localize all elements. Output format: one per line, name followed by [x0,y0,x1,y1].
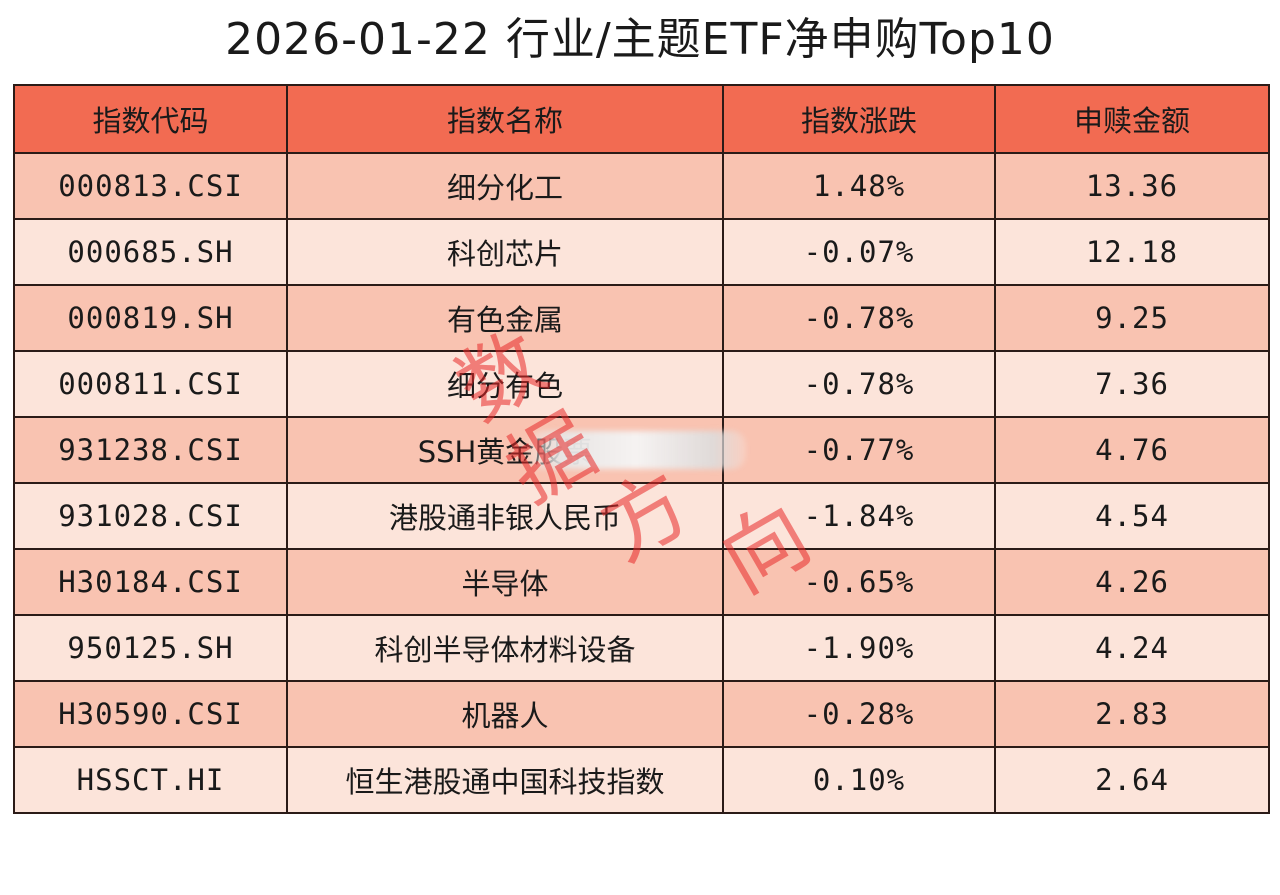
table-row: 950125.SH 科创半导体材料设备 -1.90% 4.24 [13,614,1270,682]
header-subscription-amount: 申赎金额 [994,84,1270,154]
cell-index-code: 000811.CSI [13,350,288,418]
cell-index-name: 细分化工 [286,152,724,220]
cell-index-code: 931238.CSI [13,416,288,484]
cell-index-code: H30590.CSI [13,680,288,748]
table-row: 931238.CSI SSH黄金股票 -0.77% 4.76 [13,416,1270,484]
cell-index-change: -0.78% [722,284,996,352]
table-row: HSSCT.HI 恒生港股通中国科技指数 0.10% 2.64 [13,746,1270,814]
cell-index-name: 科创半导体材料设备 [286,614,724,682]
cell-index-name: 有色金属 [286,284,724,352]
cell-amount: 4.24 [994,614,1270,682]
cell-index-change: -1.84% [722,482,996,550]
cell-index-name: 科创芯片 [286,218,724,286]
cell-index-name: 机器人 [286,680,724,748]
cell-index-code: 000819.SH [13,284,288,352]
cell-amount: 2.64 [994,746,1270,814]
cell-index-change: 1.48% [722,152,996,220]
blurred-overlay [528,431,746,469]
cell-amount: 12.18 [994,218,1270,286]
cell-index-change: -0.07% [722,218,996,286]
cell-amount: 4.54 [994,482,1270,550]
cell-amount: 2.83 [994,680,1270,748]
cell-index-change: -0.65% [722,548,996,616]
cell-index-code: HSSCT.HI [13,746,288,814]
header-index-code: 指数代码 [13,84,288,154]
table-row: 000813.CSI 细分化工 1.48% 13.36 [13,152,1270,220]
cell-amount: 7.36 [994,350,1270,418]
table-row: 000819.SH 有色金属 -0.78% 9.25 [13,284,1270,352]
table-row: 931028.CSI 港股通非银人民币 -1.84% 4.54 [13,482,1270,550]
table-header-row: 指数代码 指数名称 指数涨跌 申赎金额 [13,84,1270,154]
cell-index-name: 港股通非银人民币 [286,482,724,550]
table-row: 000685.SH 科创芯片 -0.07% 12.18 [13,218,1270,286]
cell-index-code: 931028.CSI [13,482,288,550]
cell-amount: 9.25 [994,284,1270,352]
etf-table: 指数代码 指数名称 指数涨跌 申赎金额 000813.CSI 细分化工 1.48… [13,84,1270,814]
cell-index-code: 950125.SH [13,614,288,682]
cell-index-change: -0.28% [722,680,996,748]
cell-index-change: -1.90% [722,614,996,682]
cell-amount: 4.76 [994,416,1270,484]
cell-index-name: 半导体 [286,548,724,616]
table-row: H30184.CSI 半导体 -0.65% 4.26 [13,548,1270,616]
cell-index-change: 0.10% [722,746,996,814]
cell-amount: 13.36 [994,152,1270,220]
cell-index-code: H30184.CSI [13,548,288,616]
cell-index-change: -0.78% [722,350,996,418]
header-index-name: 指数名称 [286,84,724,154]
cell-index-code: 000685.SH [13,218,288,286]
cell-index-code: 000813.CSI [13,152,288,220]
table-row: H30590.CSI 机器人 -0.28% 2.83 [13,680,1270,748]
cell-index-name: 细分有色 [286,350,724,418]
cell-index-change: -0.77% [722,416,996,484]
page-title: 2026-01-22 行业/主题ETF净申购Top10 [225,14,1055,65]
table-row: 000811.CSI 细分有色 -0.78% 7.36 [13,350,1270,418]
cell-amount: 4.26 [994,548,1270,616]
header-index-change: 指数涨跌 [722,84,996,154]
cell-index-name: 恒生港股通中国科技指数 [286,746,724,814]
